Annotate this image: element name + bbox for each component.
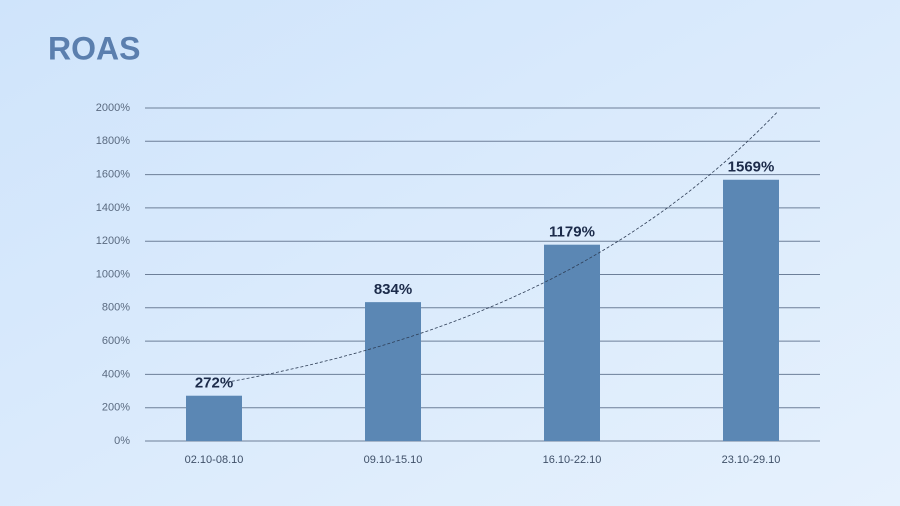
y-tick-label: 1200% (96, 235, 130, 247)
x-tick-label: 09.10-15.10 (364, 454, 423, 466)
y-tick-label: 1800% (96, 135, 130, 147)
x-tick-label: 23.10-29.10 (722, 454, 781, 466)
y-tick-label: 1000% (96, 268, 130, 280)
value-label: 1179% (549, 224, 595, 241)
x-tick-label: 02.10-08.10 (185, 454, 244, 466)
bar (365, 302, 421, 441)
y-tick-label: 1600% (96, 169, 130, 181)
y-tick-label: 0% (114, 435, 130, 447)
x-tick-label: 16.10-22.10 (543, 454, 602, 466)
value-label: 1569% (728, 159, 775, 176)
y-tick-label: 2000% (96, 102, 130, 114)
y-tick-label: 800% (102, 302, 130, 314)
y-tick-label: 200% (102, 402, 130, 414)
y-tick-label: 1400% (96, 202, 130, 214)
y-tick-label: 400% (102, 368, 130, 380)
bar (544, 244, 600, 441)
bar (723, 179, 779, 441)
bar (186, 395, 242, 441)
y-tick-label: 600% (102, 335, 130, 347)
chart-title: ROAS (48, 30, 140, 66)
value-label: 834% (374, 281, 412, 298)
value-label: 272% (195, 375, 233, 392)
